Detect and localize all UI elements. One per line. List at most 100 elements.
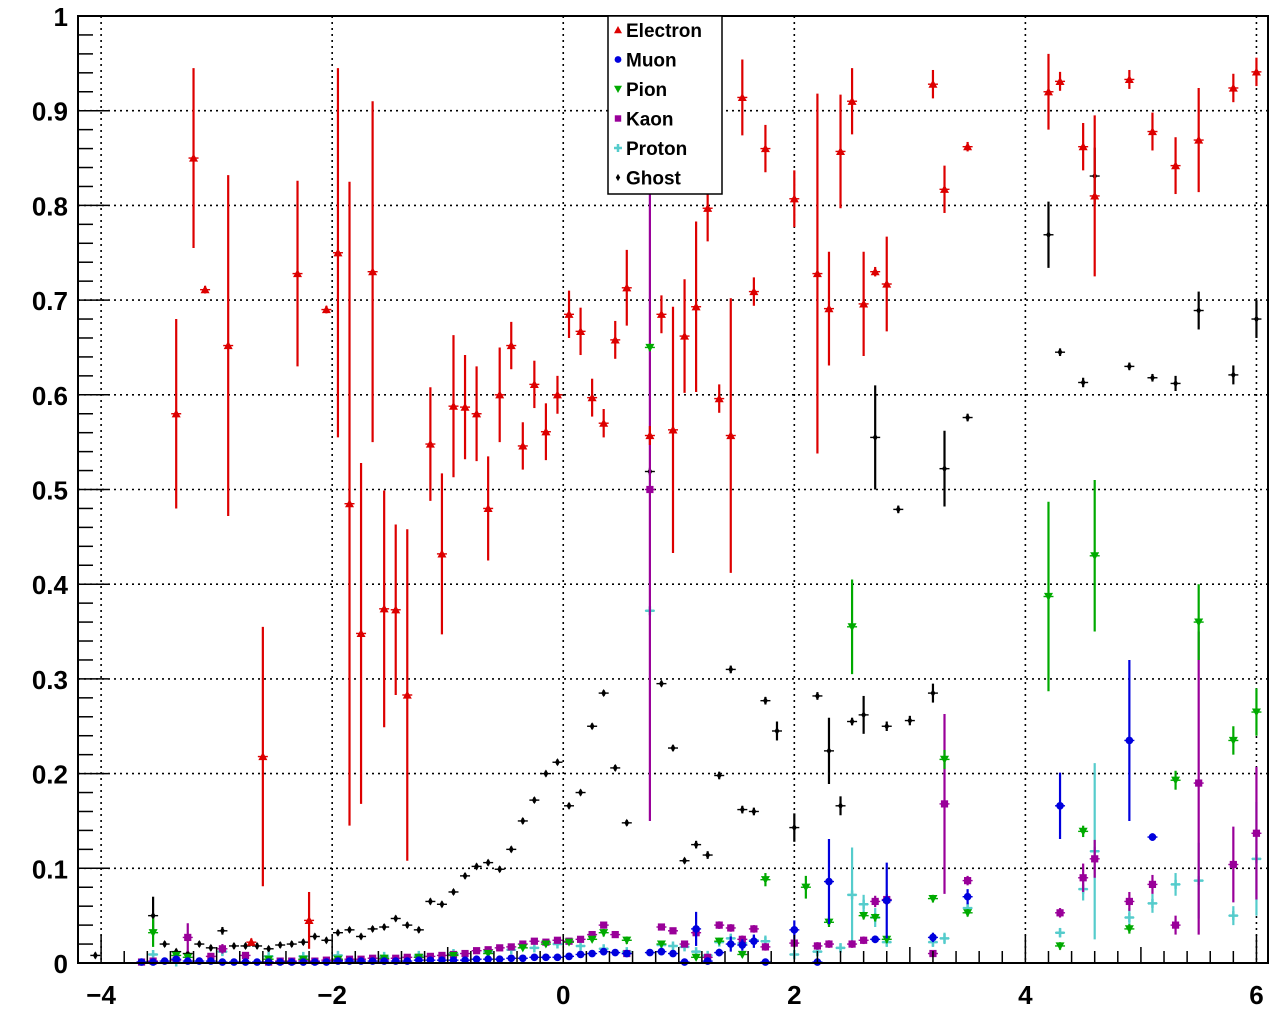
muon-marker [611,948,620,957]
ghost-marker [826,746,832,755]
ghost-marker [791,823,797,832]
electron-point [668,306,678,553]
legend: Electron Muon Pion Kaon Proton Ghost [607,15,723,195]
ghost-marker [751,807,757,816]
pion-point [564,938,575,947]
kaon-marker [519,940,527,948]
legend-marker-muon [614,56,622,63]
ghost-point [321,936,332,945]
proton-marker [1124,913,1134,923]
muon-point [927,932,938,943]
pion-marker [1055,942,1065,951]
legend-marker-kaon [614,115,622,122]
pion-marker [760,876,770,885]
pion-point [1170,770,1181,790]
muon-point [529,953,540,962]
electron-point [402,529,413,861]
ghost-point [748,807,759,816]
ghost-marker [543,769,549,778]
ghost-point [517,816,528,825]
electron-point [1228,73,1239,103]
electron-point [748,277,759,306]
electron-marker [610,335,620,344]
pion-point [587,935,598,944]
y-tick-label: 0.4 [32,570,69,600]
electron-point [598,409,609,438]
ghost-point [367,924,378,933]
electron-marker [171,409,181,418]
pion-marker [564,938,574,947]
electron-marker [1251,67,1261,76]
ghost-point [228,941,239,951]
ghost-point [217,926,228,935]
pion-point [1043,501,1054,692]
muon-marker [576,950,585,959]
kaon-point [847,940,858,948]
electron-marker [472,409,482,418]
electron-point [529,360,540,409]
ghost-marker [508,845,514,854]
ghost-marker [1126,362,1132,371]
electron-point [1043,53,1054,130]
electron-point [835,94,846,209]
ghost-point [823,717,834,785]
ghost-marker [370,924,376,933]
ghost-point [448,887,459,897]
pion-marker [448,951,458,960]
ghost-marker [907,716,913,725]
kaon-marker [496,944,504,952]
kaon-point [1170,915,1181,935]
electron-point [425,387,436,501]
electron-point [367,101,378,443]
proton-point [668,941,678,951]
ghost-marker [554,758,560,767]
kaon-point [1147,874,1158,894]
muon-point [656,947,667,956]
ghost-marker [347,925,352,934]
ghost-marker [1253,314,1259,324]
proton-marker [1055,928,1065,938]
muon-marker [553,953,562,962]
electron-point [847,68,858,135]
electron-point [517,422,528,470]
proton-marker [1171,879,1181,889]
pion-point [800,875,811,899]
electron-point [725,298,736,573]
electron-marker [189,153,199,162]
ghost-marker [566,801,572,810]
pion-marker [518,944,528,953]
electron-marker [1090,191,1100,200]
muon-marker [963,892,972,901]
proton-marker [847,890,857,900]
electron-marker [1124,74,1134,84]
electron-marker [1194,135,1204,144]
pion-point [483,949,494,959]
muon-marker [1125,736,1134,745]
muon-marker [929,933,937,942]
electron-point [823,251,834,366]
electron-marker [460,402,470,411]
muon-marker [472,955,481,964]
electron-point [812,93,823,454]
ghost-marker [578,788,584,797]
proton-marker [576,941,586,951]
electron-marker [379,604,389,613]
y-tick-label: 0.6 [32,381,68,411]
electron-marker [345,499,355,508]
kaon-marker [813,942,822,950]
ghost-marker [323,936,329,945]
legend-label: Proton [626,139,687,160]
muon-marker [657,947,666,956]
ghost-point [194,940,205,949]
electron-point [436,473,447,635]
pion-marker [1171,776,1181,785]
pion-marker [714,937,724,946]
pion-marker [963,909,973,918]
ghost-marker [716,771,722,780]
y-tick-label: 0.3 [32,665,68,695]
ghost-point [159,940,170,949]
electron-point [760,124,771,173]
ghost-point [1124,362,1135,371]
electron-marker [425,439,435,448]
ghost-marker [243,941,248,951]
